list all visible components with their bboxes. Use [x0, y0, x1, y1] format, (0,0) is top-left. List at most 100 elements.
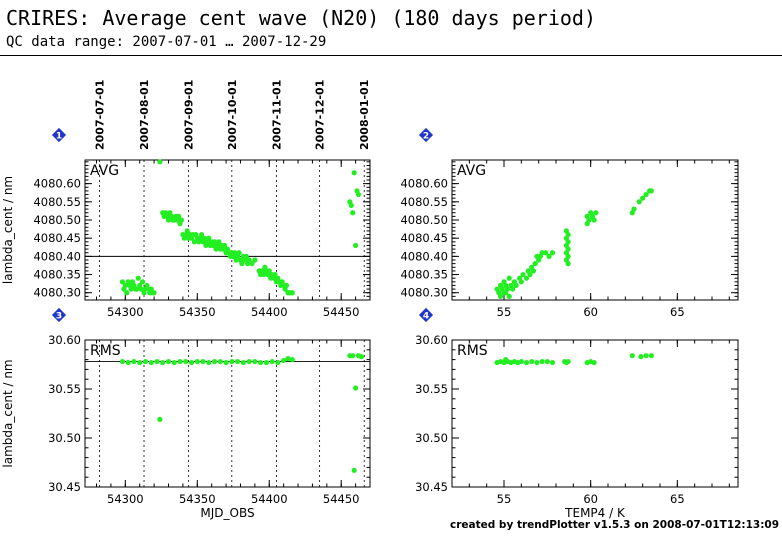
- data-point: [157, 159, 163, 165]
- panel-label: AVG: [457, 163, 486, 179]
- y-tick-label: 4080.55: [400, 195, 448, 209]
- x-tick-label: 54300: [107, 492, 144, 506]
- y-tick-label: 4080.45: [33, 231, 81, 245]
- x-tick-label: 54300: [107, 305, 144, 319]
- y-tick-label: 4080.35: [33, 268, 81, 282]
- data-point: [139, 279, 146, 285]
- x-tick-label: 54450: [323, 492, 360, 506]
- data-point: [232, 250, 238, 256]
- y-tick-label: 4080.60: [400, 177, 448, 191]
- data-point: [138, 286, 144, 292]
- data-point: [229, 358, 235, 365]
- panel-number: 1: [56, 132, 62, 142]
- data-point: [171, 359, 177, 366]
- data-point: [285, 356, 291, 362]
- data-point: [629, 353, 635, 359]
- data-point: [184, 228, 190, 234]
- data-point: [272, 271, 278, 278]
- y-axis-label: lambda_cent / nm: [1, 359, 15, 467]
- data-point: [275, 359, 281, 366]
- data-point: [201, 235, 208, 241]
- x-tick-label: 65: [670, 492, 685, 506]
- x-axis-label: MJD_OBS: [200, 506, 254, 520]
- data-point: [151, 290, 157, 296]
- data-point: [353, 385, 359, 391]
- data-point: [565, 231, 571, 238]
- data-point: [565, 261, 571, 267]
- data-point: [549, 359, 556, 366]
- page-subtitle: QC data range: 2007-07-01 … 2007-12-29: [6, 34, 327, 50]
- data-point: [643, 191, 649, 198]
- y-tick-label: 30.45: [415, 480, 448, 494]
- data-point: [246, 358, 252, 365]
- x-tick-label: 54350: [179, 305, 216, 319]
- y-tick-label: 30.45: [48, 480, 81, 494]
- data-point: [252, 358, 258, 365]
- data-point: [565, 246, 571, 252]
- data-point: [178, 217, 185, 223]
- data-point: [135, 275, 141, 281]
- data-point: [523, 359, 530, 366]
- data-point: [539, 358, 545, 365]
- data-point: [269, 358, 275, 365]
- y-tick-label: 4080.45: [400, 231, 448, 245]
- x-tick-label: 55: [497, 305, 512, 319]
- data-point: [119, 279, 126, 285]
- data-point: [518, 358, 524, 365]
- data-point: [348, 202, 354, 209]
- data-point: [211, 239, 218, 245]
- data-point: [497, 293, 504, 299]
- data-point: [128, 286, 134, 292]
- data-point: [200, 358, 206, 365]
- data-point: [631, 206, 637, 212]
- panel-label: RMS: [457, 343, 488, 359]
- data-point: [289, 357, 295, 363]
- data-point: [137, 359, 143, 366]
- data-point: [252, 257, 258, 263]
- data-point: [506, 293, 512, 299]
- date-tick-label: 2008-01-01: [358, 80, 371, 150]
- data-point: [157, 416, 163, 422]
- data-point: [260, 271, 267, 278]
- data-point: [523, 275, 530, 281]
- data-point: [165, 217, 172, 223]
- data-point: [358, 354, 364, 360]
- data-point: [131, 358, 137, 365]
- data-point: [353, 242, 359, 249]
- data-point: [216, 239, 222, 245]
- data-point: [183, 358, 189, 365]
- data-point: [355, 191, 362, 198]
- data-point: [532, 261, 538, 267]
- data-point: [283, 282, 290, 289]
- title-divider: [0, 55, 782, 56]
- data-point: [529, 358, 535, 365]
- y-tick-label: 4080.30: [33, 286, 81, 300]
- data-point: [504, 286, 511, 292]
- panel-marker-icon: [51, 307, 67, 323]
- date-tick-label: 2007-11-01: [270, 80, 283, 150]
- data-point: [266, 268, 272, 274]
- data-point: [154, 358, 160, 365]
- panel-label: RMS: [90, 343, 121, 359]
- data-point: [246, 257, 252, 263]
- data-point: [165, 358, 172, 365]
- date-tick-label: 2007-09-01: [183, 80, 196, 150]
- data-point: [124, 290, 130, 296]
- data-point: [188, 359, 195, 366]
- plot-frame: [84, 159, 371, 301]
- x-tick-label: 60: [583, 305, 598, 319]
- panel-3: 3 54300 54350 54400 54450 30.45 30.50 30.55 30.6…: [1, 307, 371, 520]
- data-point: [527, 271, 533, 278]
- data-point: [530, 268, 537, 274]
- panel-1: 1 54300 54350 54400 54450 4080.30 4080.35 4080.…: [1, 80, 371, 319]
- data-point: [591, 217, 597, 223]
- data-point: [194, 358, 200, 365]
- y-tick-label: 4080.50: [33, 213, 81, 227]
- plot-frame: [84, 339, 371, 488]
- data-point: [217, 358, 223, 365]
- data-point: [513, 282, 519, 289]
- data-point: [263, 359, 269, 366]
- y-tick-label: 30.60: [415, 333, 448, 347]
- data-point: [119, 358, 126, 365]
